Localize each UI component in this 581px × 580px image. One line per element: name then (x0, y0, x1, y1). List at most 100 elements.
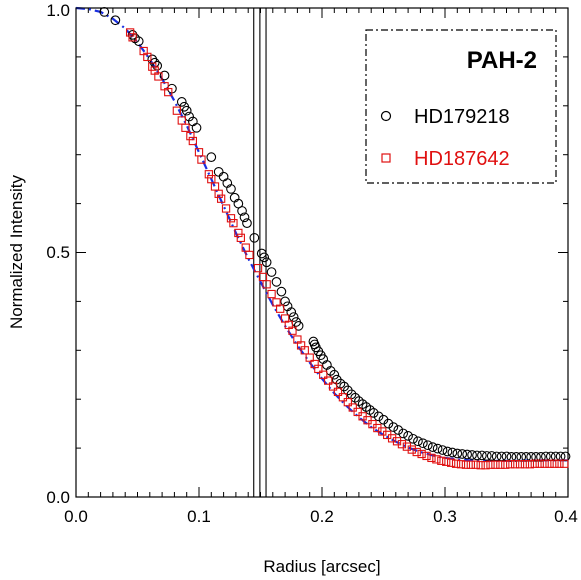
data-point-hd179218 (276, 286, 287, 297)
data-point-hd187642 (164, 87, 173, 97)
data-point-hd187642 (530, 459, 539, 468)
data-point-hd187642 (323, 376, 333, 385)
data-point-hd179218 (393, 425, 404, 435)
data-point-hd179218 (286, 307, 297, 318)
legend-frame (365, 29, 557, 184)
data-point-hd187642 (437, 456, 446, 465)
data-point-hd179218 (496, 451, 507, 462)
data-point-hd179218 (99, 7, 110, 17)
data-point-hd179218 (293, 321, 304, 331)
data-point-hd179218 (373, 411, 384, 422)
legend: PAH-2 HD179218 HD187642 (365, 29, 557, 184)
data-point-hd187642 (535, 459, 544, 468)
data-point-hd179218 (288, 312, 299, 322)
data-point-hd187642 (520, 460, 530, 469)
data-point-hd179218 (159, 70, 170, 81)
data-point-hd179218 (432, 443, 443, 454)
data-point-hd187642 (267, 289, 276, 299)
axis-ticks (75, 7, 569, 498)
data-point-hd179218 (481, 451, 492, 461)
data-point-hd179218 (350, 392, 361, 403)
legend-square-marker (381, 153, 391, 163)
data-point-hd187642 (204, 170, 213, 179)
data-point-hd187642 (333, 387, 343, 397)
data-point-hd187642 (262, 280, 271, 289)
data-point-hd187642 (422, 451, 431, 461)
data-point-hd179218 (550, 451, 561, 462)
data-point-hd179218 (237, 206, 247, 216)
data-point-hd179218 (437, 445, 448, 455)
x-tick-label: 0.4 (554, 507, 578, 526)
data-point-hd179218 (447, 447, 458, 458)
data-point-hd179218 (152, 60, 163, 71)
x-tick-label: 0.3 (433, 507, 457, 526)
data-point-hd179218 (403, 431, 413, 441)
data-point-hd187642 (319, 370, 328, 379)
data-point-hd179218 (422, 440, 433, 451)
data-point-hd187642 (486, 460, 495, 469)
data-point-hd187642 (181, 123, 190, 132)
data-point-hd187642 (328, 382, 338, 391)
y-tick-labels: 0.0 0.5 1.0 (46, 1, 70, 507)
data-point-hd179218 (398, 428, 409, 439)
data-point-hd187642 (496, 460, 505, 469)
data-point-hd187642 (276, 304, 285, 313)
data-point-hd179218 (127, 30, 138, 40)
data-point-hd187642 (456, 460, 466, 469)
data-point-hd187642 (545, 459, 554, 468)
data-point-hd187642 (216, 194, 226, 203)
x-tick-label: 0.1 (187, 507, 211, 526)
data-point-hd187642 (253, 263, 263, 273)
data-point-hd179218 (486, 451, 497, 461)
data-point-hd179218 (181, 105, 192, 116)
data-marker-layer (99, 7, 571, 470)
data-point-hd187642 (236, 233, 245, 242)
data-point-hd179218 (242, 218, 252, 229)
data-point-hd179218 (271, 276, 282, 287)
data-point-hd179218 (383, 418, 394, 429)
data-point-hd179218 (472, 450, 482, 461)
data-point-hd179218 (110, 15, 121, 26)
data-point-hd179218 (206, 152, 217, 162)
data-point-hd187642 (471, 460, 480, 469)
data-point-hd187642 (353, 407, 362, 417)
data-point-hd187642 (154, 72, 163, 81)
data-point-hd187642 (221, 204, 231, 213)
data-point-hd179218 (329, 369, 340, 380)
data-point-hd187642 (143, 52, 152, 62)
data-point-hd187642 (461, 460, 471, 469)
legend-circle-marker (380, 110, 392, 122)
data-point-hd179218 (442, 446, 453, 457)
data-point-hd187642 (510, 460, 520, 469)
data-point-hd179218 (427, 442, 438, 452)
data-point-hd187642 (387, 434, 397, 443)
legend-entry-hd179218: HD179218 (414, 106, 510, 128)
data-point-hd179218 (259, 252, 270, 263)
data-point-hd179218 (491, 451, 502, 462)
data-point-hd179218 (266, 267, 277, 277)
data-point-hd187642 (392, 437, 402, 446)
y-axis-label: Normalized Intensity (7, 175, 26, 330)
data-point-hd187642 (397, 440, 407, 449)
data-point-hd187642 (343, 397, 352, 407)
data-point-hd187642 (128, 33, 137, 42)
data-point-hd187642 (417, 449, 426, 459)
data-point-hd179218 (280, 296, 290, 307)
data-point-hd187642 (560, 459, 569, 468)
data-point-hd179218 (147, 54, 158, 65)
data-point-hd187642 (550, 459, 559, 468)
data-point-hd187642 (540, 459, 549, 468)
data-point-hd187642 (506, 460, 515, 469)
data-point-hd187642 (427, 453, 436, 463)
x-axis-label: Radius [arcsec] (263, 557, 380, 576)
data-point-hd187642 (481, 461, 490, 470)
x-tick-label: 0.2 (310, 507, 334, 526)
data-point-hd179218 (457, 449, 468, 459)
data-point-hd187642 (229, 219, 238, 228)
x-tick-labels: 0.0 0.1 0.2 0.3 0.4 (64, 507, 578, 526)
data-point-hd179218 (462, 449, 472, 460)
y-tick-label: 0.0 (46, 488, 70, 507)
data-point-hd187642 (300, 346, 309, 355)
data-point-hd187642 (245, 250, 254, 260)
